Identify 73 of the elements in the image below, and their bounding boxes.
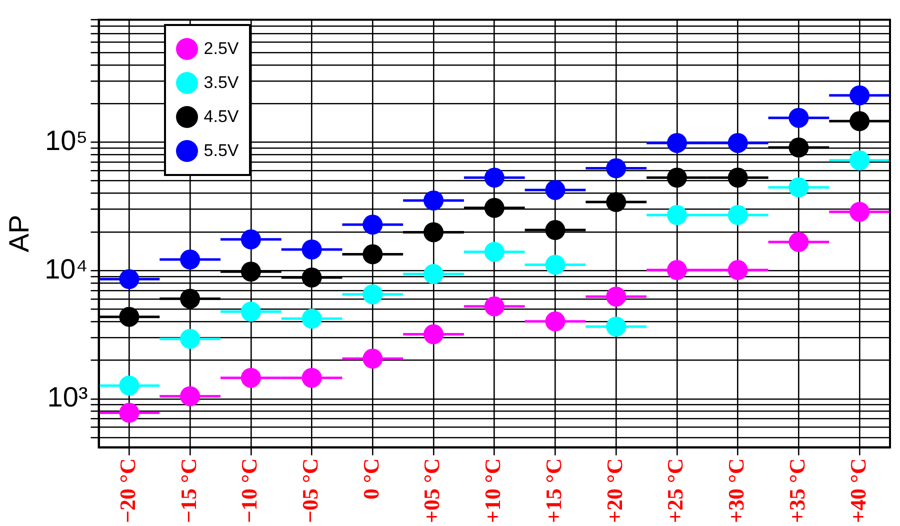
legend-label: 3.5V	[204, 72, 239, 93]
point	[850, 85, 870, 106]
point	[788, 138, 809, 158]
y-tick-label: 10⁴	[44, 253, 88, 284]
point	[850, 111, 870, 132]
point	[424, 264, 444, 284]
point	[850, 202, 870, 222]
point	[545, 254, 566, 275]
point	[666, 260, 687, 280]
point	[240, 262, 261, 282]
x-tick-label: +25 °C	[662, 458, 688, 524]
x-tick-label: +15 °C	[540, 458, 566, 524]
y-tick-label: 10³	[47, 382, 88, 413]
point	[606, 192, 626, 212]
point	[240, 368, 261, 388]
point	[362, 284, 383, 304]
legend-label: 2.5V	[204, 38, 239, 59]
point	[119, 402, 140, 423]
point	[666, 132, 687, 153]
x-tick-label: +35 °C	[784, 458, 810, 524]
point	[484, 296, 504, 316]
point	[180, 328, 200, 349]
point	[362, 244, 383, 264]
point	[302, 268, 322, 288]
point	[545, 311, 566, 332]
point	[119, 306, 140, 327]
x-tick-label: +05 °C	[419, 458, 444, 524]
x-tick-label: +10 °C	[480, 458, 506, 524]
x-tick-label: +20 °C	[602, 458, 627, 524]
y-tick-label: 10⁵	[45, 124, 88, 156]
point	[302, 368, 322, 388]
point	[424, 324, 444, 344]
point	[728, 132, 748, 153]
point	[119, 269, 140, 290]
point	[788, 177, 809, 198]
point	[788, 232, 809, 252]
point	[362, 348, 383, 369]
point	[302, 308, 322, 329]
x-tick-label: −10 °C	[236, 458, 262, 524]
x-tick-label: 0 °C	[358, 458, 384, 500]
legend-label: 5.5V	[204, 140, 239, 161]
x-tick-label: +30 °C	[724, 458, 749, 524]
point	[545, 220, 566, 240]
point	[545, 180, 566, 200]
point	[119, 376, 140, 396]
point	[424, 222, 444, 242]
point	[180, 386, 200, 406]
point	[850, 150, 870, 170]
point	[666, 168, 687, 188]
point	[424, 190, 444, 210]
point	[606, 158, 626, 178]
point	[728, 168, 748, 188]
point	[666, 205, 687, 226]
point	[484, 198, 504, 218]
point	[302, 240, 322, 260]
point	[362, 214, 383, 235]
point	[788, 108, 809, 128]
x-tick-label: −15 °C	[176, 458, 201, 524]
point	[240, 229, 261, 250]
point	[240, 302, 261, 322]
point	[484, 168, 504, 188]
legend-label: 4.5V	[204, 106, 239, 127]
point	[180, 288, 200, 309]
x-tick-label: −20 °C	[114, 458, 140, 524]
x-tick-label: −05 °C	[297, 458, 322, 524]
point	[728, 205, 748, 226]
y-axis-title: AP	[4, 214, 35, 252]
point	[180, 250, 200, 270]
x-tick-label: +40 °C	[845, 458, 870, 524]
point	[606, 316, 626, 337]
point	[606, 286, 626, 307]
point	[484, 242, 504, 262]
point	[728, 260, 748, 280]
